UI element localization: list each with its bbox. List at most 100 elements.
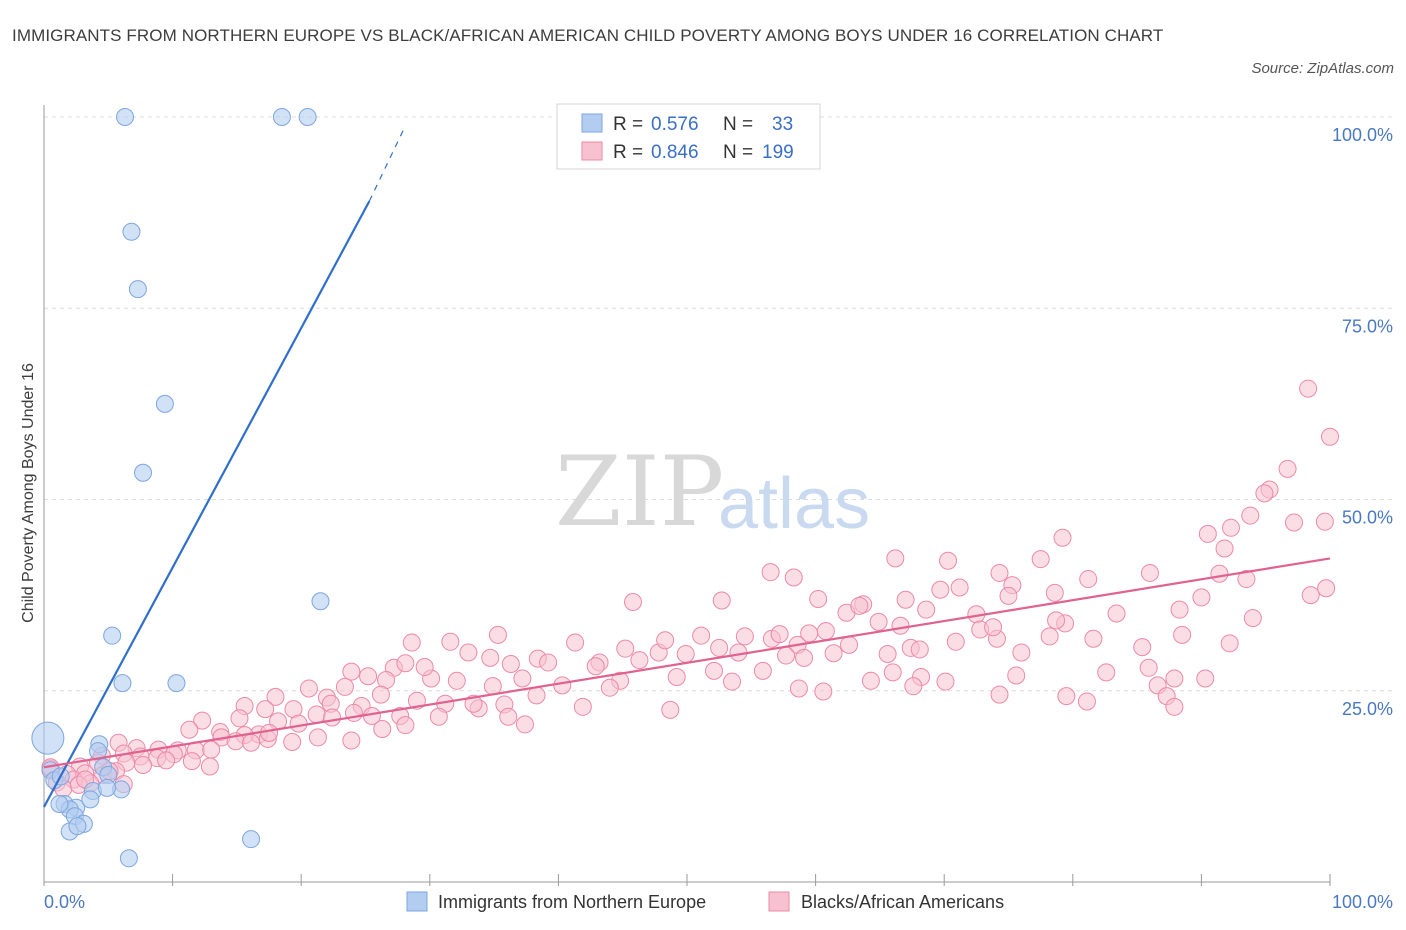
point-black-african-american-140 [429, 707, 448, 726]
point-northern-europe-9 [113, 674, 132, 693]
point-black-african-american-122 [335, 677, 354, 696]
point-black-african-american-107 [1007, 666, 1026, 685]
legend-r-label-1: R = [613, 114, 643, 135]
point-black-african-american-152 [289, 714, 308, 733]
point-black-african-american-109 [1077, 692, 1096, 711]
point-black-african-american-63 [566, 633, 585, 652]
bottom-legend-label-pink: Blacks/African Americans [801, 892, 1004, 912]
point-black-african-american-79 [753, 661, 772, 680]
point-black-african-american-20 [931, 580, 950, 599]
point-black-african-american-147 [193, 711, 212, 730]
legend-n-value-1: 33 [772, 114, 793, 135]
point-black-african-american-0 [1299, 379, 1318, 398]
point-black-african-american-6 [1198, 524, 1217, 543]
point-black-african-american-185 [157, 751, 176, 770]
point-black-african-american-91 [402, 633, 421, 652]
point-black-african-american-9 [1284, 513, 1303, 532]
point-northern-europe-2 [298, 108, 317, 126]
trend-lines [43, 128, 1331, 808]
point-black-african-american-18 [784, 568, 803, 587]
point-black-african-american-42 [692, 626, 711, 645]
point-black-african-american-145 [600, 678, 619, 697]
point-black-african-american-27 [896, 590, 915, 609]
point-black-african-american-76 [630, 651, 649, 670]
legend-swatch-pink [581, 141, 603, 161]
point-black-african-american-60 [1173, 625, 1192, 644]
point-black-african-american-64 [616, 639, 635, 658]
point-black-african-american-92 [441, 632, 460, 651]
point-black-african-american-70 [878, 645, 897, 664]
point-northern-europe-13 [89, 742, 108, 761]
point-black-african-american-162 [342, 731, 361, 750]
point-black-african-american-61 [1220, 634, 1239, 653]
point-black-african-american-38 [999, 586, 1018, 605]
point-northern-europe-26 [68, 817, 87, 836]
point-black-african-american-49 [891, 616, 910, 635]
point-northern-europe-1 [272, 108, 291, 126]
point-northern-europe-7 [311, 592, 330, 611]
point-northern-europe-32 [50, 794, 69, 813]
point-black-african-american-80 [777, 646, 796, 665]
point-black-african-american-10 [1315, 512, 1334, 531]
point-black-african-american-102 [513, 669, 532, 688]
series-blacks-african-americans [41, 379, 1339, 798]
point-black-african-american-25 [712, 591, 731, 610]
legend-swatch-blue [581, 113, 603, 133]
point-black-african-american-149 [230, 709, 249, 728]
point-black-african-american-78 [705, 661, 724, 680]
legend-r-value-2: 0.846 [651, 142, 699, 163]
point-black-african-american-59 [1133, 638, 1152, 657]
point-black-african-american-179 [200, 757, 219, 776]
trend-line-northern-europe-extension [368, 128, 405, 202]
point-black-african-american-56 [1040, 627, 1059, 646]
point-black-african-american-52 [946, 632, 965, 651]
point-northern-europe-5 [155, 394, 174, 413]
point-black-african-american-93 [459, 643, 478, 662]
y-axis-label: Child Poverty Among Boys Under 16 [20, 363, 37, 623]
point-black-african-american-100 [447, 671, 466, 690]
watermark-atlas: atlas [718, 464, 870, 544]
point-black-african-american-143 [515, 715, 534, 734]
point-black-african-american-40 [623, 593, 642, 612]
point-black-african-american-24 [1317, 579, 1336, 598]
point-northern-europe-4 [128, 280, 147, 299]
point-black-african-american-114 [990, 685, 1009, 704]
bottom-legend-label-blue: Immigrants from Northern Europe [438, 892, 706, 912]
point-black-african-american-33 [1107, 604, 1126, 623]
point-black-african-american-36 [1301, 586, 1320, 605]
x-tick-label-max: 100.0% [1332, 892, 1393, 912]
trend-line-black-african-american [43, 557, 1331, 769]
legend-n-label-1: N = [723, 114, 753, 135]
point-black-african-american-28 [809, 589, 828, 608]
point-black-african-american-113 [904, 677, 923, 696]
point-black-african-american-86 [936, 672, 955, 691]
point-northern-europe-6 [134, 463, 153, 482]
point-black-african-american-134 [256, 700, 275, 719]
point-black-african-american-108 [1057, 687, 1076, 706]
point-black-african-american-68 [770, 625, 789, 644]
point-black-african-american-118 [359, 667, 378, 686]
trend-line-northern-europe [43, 200, 371, 808]
point-black-african-american-121 [415, 658, 434, 677]
point-black-african-american-14 [990, 563, 1009, 582]
point-black-african-american-84 [883, 663, 902, 682]
point-black-african-american-105 [667, 667, 686, 686]
point-northern-europe-10 [167, 674, 186, 693]
point-black-african-american-39 [950, 578, 969, 597]
point-black-african-american-62 [1243, 609, 1262, 628]
point-black-african-american-161 [308, 728, 327, 747]
point-black-african-american-65 [676, 645, 695, 664]
point-black-african-american-2 [1278, 459, 1297, 478]
point-black-african-american-171 [242, 733, 261, 752]
point-black-african-american-83 [861, 671, 880, 690]
legend-r-label-2: R = [613, 142, 643, 163]
point-black-african-american-5 [1241, 506, 1260, 525]
y-tick-labels: 25.0% 50.0% 75.0% 100.0% [1332, 125, 1393, 719]
point-black-african-american-47 [840, 635, 859, 654]
point-black-african-american-13 [1210, 564, 1229, 583]
point-black-african-american-163 [373, 720, 392, 738]
point-black-african-american-55 [1012, 643, 1031, 662]
point-black-african-american-169 [202, 740, 221, 759]
point-black-african-american-116 [723, 672, 742, 691]
